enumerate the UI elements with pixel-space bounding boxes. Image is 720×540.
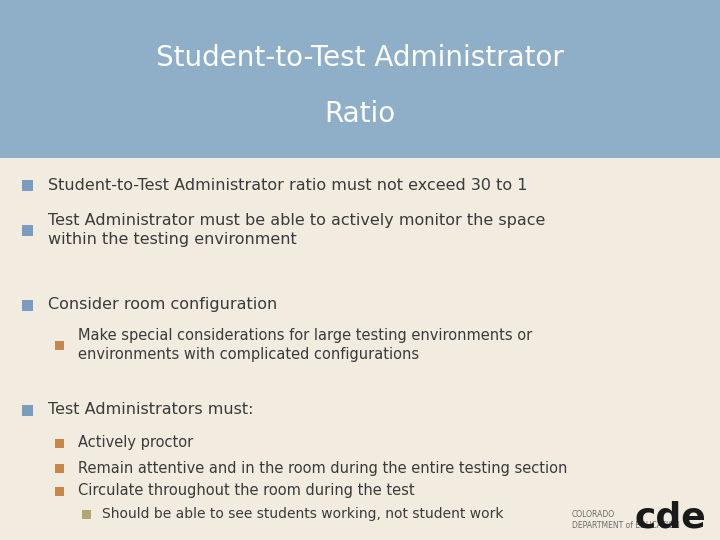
Bar [22,179,33,191]
Text: Test Administrator must be able to actively monitor the space
within the testing: Test Administrator must be able to activ… [48,213,545,247]
Bar [82,510,91,518]
Bar [55,487,64,496]
Text: Test Administrators must:: Test Administrators must: [48,402,253,417]
Text: Consider room configuration: Consider room configuration [48,298,277,313]
Text: Should be able to see students working, not student work: Should be able to see students working, … [102,507,503,521]
Text: cde: cde [635,501,707,535]
Text: Circulate throughout the room during the test: Circulate throughout the room during the… [78,483,415,498]
Bar [0,0,720,158]
Text: Student-to-Test Administrator: Student-to-Test Administrator [156,44,564,72]
Bar [55,341,64,349]
Text: Student-to-Test Administrator ratio must not exceed 30 to 1: Student-to-Test Administrator ratio must… [48,178,528,192]
Text: COLORADO
DEPARTMENT of EDUCATION: COLORADO DEPARTMENT of EDUCATION [572,510,680,530]
Bar [22,300,33,310]
Text: Remain attentive and in the room during the entire testing section: Remain attentive and in the room during … [78,461,567,476]
Text: Ratio: Ratio [325,100,395,128]
Bar [22,225,33,235]
Text: Actively proctor: Actively proctor [78,435,193,450]
Bar [55,438,64,448]
Text: Make special considerations for large testing environments or
environments with : Make special considerations for large te… [78,328,532,362]
Bar [55,463,64,472]
Bar [22,404,33,415]
